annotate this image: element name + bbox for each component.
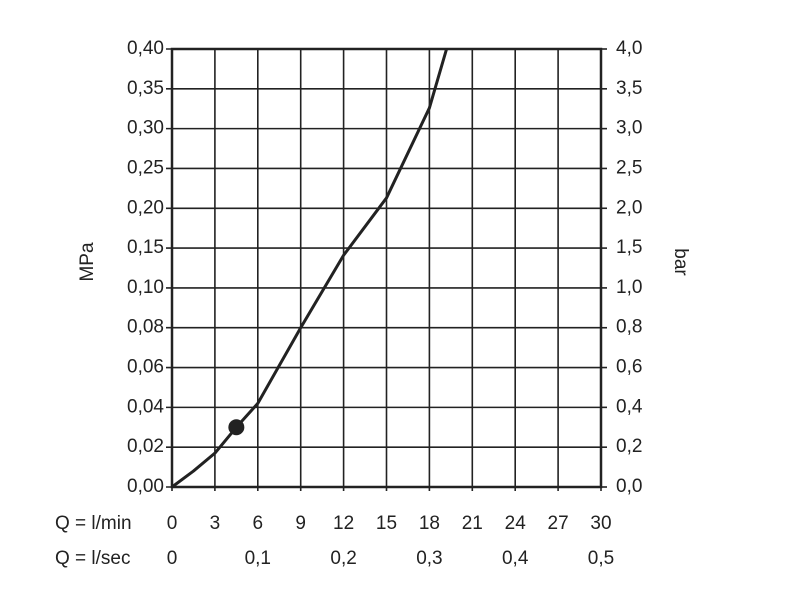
y-tick-label: 0,00 bbox=[127, 476, 164, 497]
x-tick-label: 18 bbox=[419, 513, 440, 534]
y-tick-label: 0,08 bbox=[127, 317, 164, 338]
curve bbox=[171, 48, 449, 489]
x-tick-label: 12 bbox=[333, 513, 354, 534]
y-tick-label: 0,02 bbox=[127, 436, 164, 457]
y-tick-label: 0,04 bbox=[127, 396, 164, 417]
x-tick-label: 27 bbox=[548, 513, 569, 534]
y-tick-label: 0,10 bbox=[127, 277, 164, 298]
y2-tick-label: 1,0 bbox=[616, 277, 642, 298]
y2-tick-label: 2,5 bbox=[616, 157, 642, 178]
y2-tick-label: 2,0 bbox=[616, 197, 642, 218]
x-tick-label: 9 bbox=[295, 513, 306, 534]
x-tick-label: 30 bbox=[590, 513, 611, 534]
y-tick-label: 0,30 bbox=[127, 118, 164, 139]
y-tick-label: 0,25 bbox=[127, 157, 164, 178]
y-tick-label: 0,15 bbox=[127, 237, 164, 258]
y2-tick-label: 0,6 bbox=[616, 357, 642, 378]
y2-tick-label: 3,0 bbox=[616, 118, 642, 139]
y-tick-label: 0,06 bbox=[127, 357, 164, 378]
y2-axis-label: bar bbox=[670, 248, 691, 276]
x2-tick-label: 0,2 bbox=[330, 548, 356, 569]
x-tick-label: 6 bbox=[253, 513, 264, 534]
x2-tick-label: 0,1 bbox=[245, 548, 271, 569]
y2-tick-label: 1,5 bbox=[616, 237, 642, 258]
operating-point bbox=[228, 419, 245, 436]
y-axis-label: MPa bbox=[77, 242, 98, 282]
y2-tick-label: 0,4 bbox=[616, 396, 643, 417]
x2-tick-label: 0,5 bbox=[588, 548, 614, 569]
x-tick-label: 21 bbox=[462, 513, 483, 534]
x2-tick-label: 0,4 bbox=[502, 548, 529, 569]
y2-tick-label: 0,0 bbox=[616, 476, 642, 497]
y-tick-label: 0,35 bbox=[127, 78, 164, 99]
plot-frame bbox=[170, 47, 603, 489]
x-tick-label: 15 bbox=[376, 513, 397, 534]
y2-tick-label: 0,2 bbox=[616, 436, 642, 457]
x2-axis-label: Q = l/sec bbox=[55, 548, 131, 569]
y2-tick-label: 0,8 bbox=[616, 317, 642, 338]
x-axis-label: Q = l/min bbox=[55, 513, 132, 534]
x-tick-label: 0 bbox=[167, 513, 178, 534]
x2-tick-label: 0 bbox=[167, 548, 178, 569]
y2-tick-label: 4,0 bbox=[616, 38, 642, 59]
y-tick-label: 0,20 bbox=[127, 197, 164, 218]
y2-tick-label: 3,5 bbox=[616, 78, 642, 99]
y-tick-label: 0,40 bbox=[127, 38, 164, 59]
x2-tick-label: 0,3 bbox=[416, 548, 442, 569]
x-tick-label: 24 bbox=[505, 513, 527, 534]
x-tick-label: 3 bbox=[210, 513, 221, 534]
